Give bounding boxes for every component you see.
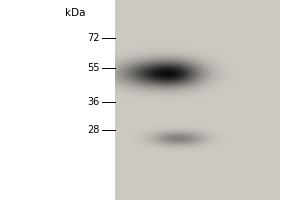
Text: 72: 72 (88, 33, 100, 43)
Text: 55: 55 (88, 63, 100, 73)
Text: kDa: kDa (64, 8, 85, 18)
Text: 36: 36 (88, 97, 100, 107)
Bar (115, 0, 280, 200)
Text: 28: 28 (88, 125, 100, 135)
